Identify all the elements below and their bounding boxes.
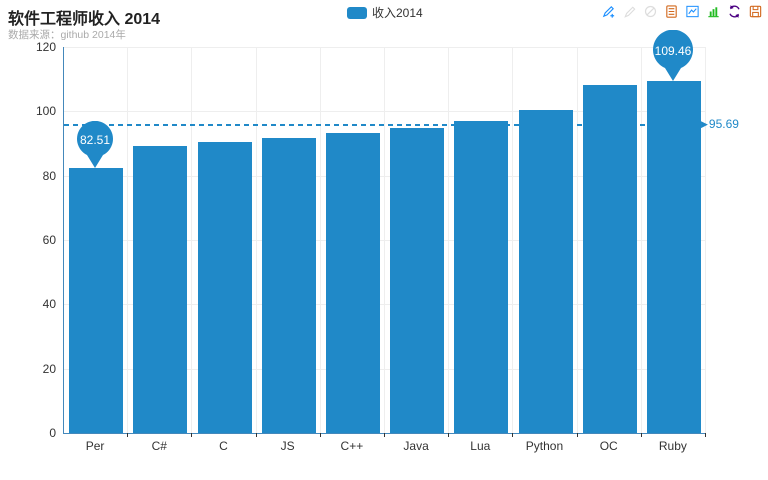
x-axis-label-C: C xyxy=(219,439,228,453)
gridline-x-10 xyxy=(705,47,706,433)
x-axis-tick-2 xyxy=(191,433,192,437)
x-axis-label-Java: Java xyxy=(403,439,429,453)
gridline-y-40 xyxy=(64,304,706,306)
pin-max-shape xyxy=(652,29,693,81)
bar-Python[interactable] xyxy=(519,110,573,433)
magic-bar-icon[interactable] xyxy=(706,4,721,19)
gridline-x-2 xyxy=(191,47,192,433)
x-axis-label-Python: Python xyxy=(525,439,564,453)
gridline-y-20 xyxy=(64,368,706,370)
bar-OC[interactable] xyxy=(583,84,637,433)
mark-line-icon[interactable] xyxy=(601,4,616,19)
x-axis-label-C#: C# xyxy=(151,439,167,453)
bar-C[interactable] xyxy=(198,142,252,433)
gridline-x-4 xyxy=(320,47,321,433)
gridline-x-5 xyxy=(384,47,385,433)
restore-icon[interactable] xyxy=(727,4,742,19)
x-axis-label-Lua: Lua xyxy=(470,439,491,453)
pin-max-value: 109.46 xyxy=(655,44,692,58)
x-axis-label-OC: OC xyxy=(599,439,618,453)
x-axis-label-C++: C++ xyxy=(340,439,364,453)
gridline-x-9 xyxy=(641,47,642,433)
legend-label: 收入2014 xyxy=(372,6,423,20)
save-image-icon[interactable] xyxy=(748,4,763,19)
chart-subtitle: 数据来源：github 2014年 xyxy=(8,29,126,41)
magic-line-icon[interactable] xyxy=(685,4,700,19)
x-axis-label-JS: JS xyxy=(280,439,295,453)
pin-min-value: 82.51 xyxy=(80,133,110,147)
y-axis-label-40: 40 xyxy=(42,297,56,312)
y-axis-label-100: 100 xyxy=(35,104,56,119)
gridline-x-1 xyxy=(127,47,128,433)
gridline-y-120 xyxy=(64,47,706,48)
gridline-y-80 xyxy=(64,175,706,177)
y-axis-label-0: 0 xyxy=(49,426,56,440)
x-axis-tick-1 xyxy=(127,433,128,437)
legend-swatch xyxy=(347,6,367,19)
pin-min-shape xyxy=(77,120,114,168)
markline-average xyxy=(64,124,701,127)
y-axis-label-20: 20 xyxy=(42,361,56,376)
x-axis-tick-7 xyxy=(512,433,513,437)
markpoint-max[interactable]: 109.46 xyxy=(652,29,694,86)
x-axis-tick-9 xyxy=(641,433,642,437)
mark-clear-icon[interactable] xyxy=(643,4,658,19)
x-axis-label-Ruby: Ruby xyxy=(658,439,687,453)
y-axis-label-120: 120 xyxy=(35,40,56,54)
plot-area xyxy=(63,47,706,434)
y-axis-label-60: 60 xyxy=(42,233,56,247)
gridline-x-6 xyxy=(448,47,449,433)
chart-title: 软件工程师收入 2014 xyxy=(8,11,161,28)
bar-C#[interactable] xyxy=(133,145,187,433)
markline-average-label: ▶95.69 xyxy=(701,117,739,131)
markline-arrow-icon: ▶ xyxy=(701,119,708,130)
x-axis-tick-8 xyxy=(577,433,578,437)
legend-item-income-2014[interactable]: 收入2014 xyxy=(347,4,423,21)
bar-Lua[interactable] xyxy=(454,120,508,433)
markpoint-min[interactable]: 82.51 xyxy=(76,120,114,173)
x-axis-label-Per: Per xyxy=(85,439,105,453)
markline-average-value: 95.69 xyxy=(708,117,739,132)
mark-undo-icon[interactable] xyxy=(622,4,637,19)
y-axis-label-80: 80 xyxy=(42,168,56,183)
toolbox xyxy=(601,4,763,19)
gridline-y-100 xyxy=(64,111,706,113)
bar-Ruby[interactable] xyxy=(647,80,701,433)
bar-C++[interactable] xyxy=(326,133,380,433)
data-view-icon[interactable] xyxy=(664,4,679,19)
x-axis-tick-6 xyxy=(448,433,449,437)
gridline-y-60 xyxy=(64,240,706,241)
gridline-x-3 xyxy=(256,47,257,433)
x-axis-tick-4 xyxy=(320,433,321,437)
x-axis-tick-3 xyxy=(256,433,257,437)
bar-Per[interactable] xyxy=(69,167,123,433)
x-axis-tick-5 xyxy=(384,433,385,437)
gridline-x-7 xyxy=(512,47,513,433)
bar-JS[interactable] xyxy=(262,138,316,433)
x-axis-tick-10 xyxy=(705,433,706,437)
gridline-x-8 xyxy=(577,47,578,433)
bar-Java[interactable] xyxy=(390,128,444,433)
